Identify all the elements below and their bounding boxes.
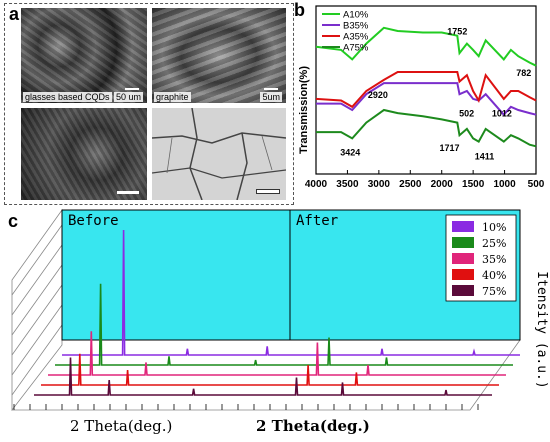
ftir-xtick-label: 3500 bbox=[336, 179, 359, 190]
ftir-annotation: 2920 bbox=[368, 90, 388, 100]
ftir-legend-label: A35% bbox=[343, 32, 369, 43]
scale-bar bbox=[117, 191, 139, 194]
ftir-annotation: 1752 bbox=[447, 27, 467, 37]
xrd-trace-before-75pct bbox=[34, 357, 262, 396]
ftir-xtick-label: 2500 bbox=[399, 179, 422, 190]
xrd-legend-swatch bbox=[452, 269, 474, 280]
scale-bar bbox=[264, 88, 278, 90]
xrd-legend-label: 35% bbox=[482, 253, 506, 266]
panel-c-letter: c bbox=[8, 211, 19, 231]
ftir-legend-label: A75% bbox=[343, 43, 369, 54]
ftir-xtick-label: 4000 bbox=[305, 179, 328, 190]
panel-b-letter: b bbox=[294, 0, 305, 20]
sem-caption-cqds: glasses based CQDs bbox=[23, 92, 112, 102]
xrd-trace-before-10pct bbox=[62, 229, 290, 356]
xrd-legend-swatch bbox=[452, 221, 474, 232]
xrd-legend-label: 75% bbox=[482, 285, 506, 298]
sem-image-graphite: graphite 5um bbox=[152, 8, 286, 103]
scale-bar bbox=[125, 88, 139, 90]
xrd-trace-before-35pct bbox=[48, 331, 276, 376]
ftir-annotation: 1411 bbox=[475, 152, 495, 162]
xrd-trace-after-35pct bbox=[276, 342, 506, 376]
ftir-legend-label: A10% bbox=[343, 10, 369, 21]
panel-c: c Before After 2 Theta(deg.) 2 Theta(deg… bbox=[0, 205, 550, 442]
panel-a: a glasses based CQDs 50 um graphite 5um bbox=[4, 3, 294, 205]
sem-scale-graphite: 5um bbox=[260, 92, 282, 102]
ftir-legend: A10%B35%A35%A75% bbox=[322, 10, 369, 54]
ftir-series-A35pct bbox=[315, 71, 537, 109]
xrd-ylabel: Itensity (a.u.) bbox=[534, 271, 549, 388]
ftir-legend-label: B35% bbox=[343, 21, 369, 32]
xrd-trace-before-40pct bbox=[41, 353, 269, 386]
panel-a-letter: a bbox=[9, 4, 20, 24]
xrd-xlabel-right: 2 Theta(deg.) bbox=[256, 417, 370, 435]
xrd-legend-label: 10% bbox=[482, 221, 506, 234]
ftir-series-A10pct bbox=[315, 26, 537, 67]
ftir-series-B35pct bbox=[316, 82, 537, 117]
ftir-xtick-label: 500 bbox=[528, 179, 545, 190]
xrd-legend-swatch bbox=[452, 285, 474, 296]
sem-caption-graphite: graphite bbox=[154, 92, 191, 102]
before-label: Before bbox=[68, 213, 119, 229]
ftir-series-A75pct bbox=[316, 108, 537, 148]
sem-scale-cqds: 50 um bbox=[113, 92, 143, 102]
ftir-annotation: 3424 bbox=[340, 147, 360, 157]
xrd-trace-after-10pct bbox=[290, 348, 520, 356]
ftir-xtick-label: 1000 bbox=[493, 179, 516, 190]
ftir-annotation: 502 bbox=[459, 108, 474, 118]
xrd-legend-swatch bbox=[452, 253, 474, 264]
ftir-annotation: 1012 bbox=[492, 108, 512, 118]
xrd-legend-label: 40% bbox=[482, 269, 506, 282]
xrd-xlabel-left: 2 Theta(deg.) bbox=[70, 417, 172, 435]
ftir-xtick-label: 3000 bbox=[368, 179, 391, 190]
xrd-legend-swatch bbox=[452, 237, 474, 248]
before-panel-bg bbox=[61, 209, 291, 341]
xrd-trace-after-40pct bbox=[269, 364, 499, 386]
xrd-legend-label: 25% bbox=[482, 237, 506, 250]
xrd-chart: Before After 2 Theta(deg.) 2 Theta(deg.)… bbox=[11, 208, 549, 435]
sem-image-4 bbox=[152, 108, 286, 200]
ftir-xtick-label: 1500 bbox=[462, 179, 485, 190]
sem-image-3 bbox=[21, 108, 147, 200]
after-label: After bbox=[296, 213, 338, 229]
panel-b: b Transmission(%) 4000 3500 3000 2500 2000 15… bbox=[292, 0, 550, 205]
crack-pattern bbox=[152, 108, 286, 200]
xrd-trace-after-25pct bbox=[283, 337, 513, 366]
ftir-ylabel: Transmission(%) bbox=[298, 66, 310, 154]
ftir-annotation: 1717 bbox=[440, 143, 460, 153]
sem-image-cqds: glasses based CQDs 50 um bbox=[21, 8, 147, 103]
ftir-chart: Transmission(%) 4000 3500 3000 2500 2000 1500… bbox=[298, 5, 545, 190]
xrd-trace-after-75pct bbox=[262, 377, 492, 396]
xrd-legend: 10% 25% 35% 40% 75% bbox=[445, 214, 517, 302]
xrd-trace-before-25pct bbox=[55, 283, 283, 366]
ftir-annotation: 782 bbox=[516, 68, 531, 78]
scale-bar bbox=[256, 189, 280, 194]
ftir-xtick-label: 2000 bbox=[431, 179, 454, 190]
ftir-plot-frame bbox=[315, 5, 537, 175]
